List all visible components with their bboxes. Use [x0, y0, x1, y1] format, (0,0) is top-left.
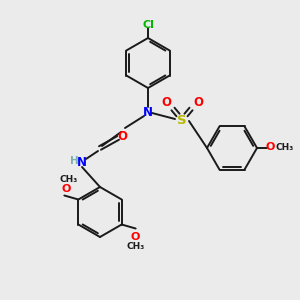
Text: O: O — [62, 184, 71, 194]
Text: H: H — [70, 156, 78, 166]
Text: O: O — [117, 130, 127, 143]
Text: O: O — [161, 95, 171, 109]
Text: N: N — [143, 106, 153, 118]
Text: Cl: Cl — [142, 20, 154, 30]
Text: CH₃: CH₃ — [127, 242, 145, 251]
Text: CH₃: CH₃ — [59, 175, 77, 184]
Text: N: N — [77, 155, 87, 169]
Text: O: O — [131, 232, 140, 242]
Text: CH₃: CH₃ — [275, 142, 293, 152]
Text: S: S — [177, 113, 187, 127]
Text: O: O — [266, 142, 275, 152]
Text: O: O — [193, 95, 203, 109]
